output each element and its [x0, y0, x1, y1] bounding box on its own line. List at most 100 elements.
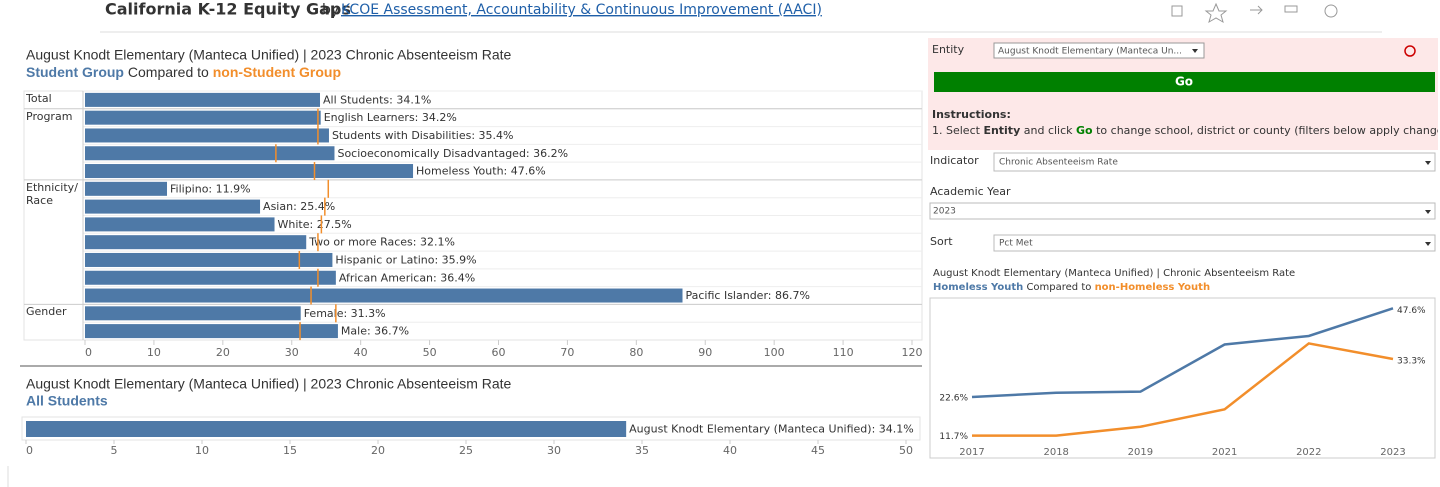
- bar: [85, 164, 414, 179]
- x-tick-label: 40: [354, 346, 368, 359]
- instructions-part: and click: [1020, 124, 1076, 137]
- indicator-value: Chronic Absenteeism Rate: [999, 158, 1118, 168]
- x-tick-label: 2021: [1212, 447, 1237, 458]
- x-tick-label: 80: [629, 346, 643, 359]
- entity-label: Entity: [932, 43, 965, 56]
- header-title: California K-12 Equity Gaps: [105, 0, 351, 19]
- x-tick-label: 5: [111, 444, 118, 457]
- bar: [85, 270, 336, 285]
- x-tick-label: 70: [560, 346, 574, 359]
- sort-dropdown[interactable]: [993, 234, 1436, 252]
- dropdown-arrow: [1192, 49, 1198, 53]
- bar: [85, 128, 329, 143]
- bar-label: Students with Disabilities: 35.4%: [332, 129, 514, 142]
- dropdown-arrow: [1425, 242, 1431, 246]
- x-tick-label: 15: [283, 444, 297, 457]
- bar-label: Homeless Youth: 47.6%: [416, 165, 546, 178]
- legend-entry: non-Homeless Youth: [1095, 282, 1211, 293]
- group-label-box: Program: [26, 109, 73, 123]
- bar: [85, 235, 307, 250]
- legend-entry: Student Group: [26, 64, 124, 80]
- point-label: 33.3%: [1397, 357, 1426, 367]
- x-tick-label: 120: [902, 346, 923, 359]
- sort-label: Sort: [930, 235, 953, 248]
- bar-label: Socioeconomically Disadvantaged: 36.2%: [337, 147, 568, 160]
- x-tick-label: 110: [833, 346, 854, 359]
- help-icon[interactable]: [1404, 45, 1416, 57]
- bar: [26, 421, 627, 437]
- chart-subtitle: Homeless Youth Compared to non-Homeless …: [933, 282, 1210, 293]
- bar: [85, 110, 321, 125]
- header-by: by: [322, 2, 339, 18]
- group-label: Gender: [26, 305, 67, 319]
- chart-subtitle: Student Group Compared to non-Student Gr…: [26, 64, 341, 80]
- bar-label: Hispanic or Latino: 35.9%: [335, 253, 476, 266]
- x-tick-label: 100: [764, 346, 785, 359]
- bar-label: August Knodt Elementary (Manteca Unified…: [629, 423, 914, 436]
- bar: [85, 146, 335, 161]
- bar: [85, 252, 333, 267]
- entity-dropdown[interactable]: [993, 42, 1205, 59]
- x-tick-label: 0: [26, 444, 33, 457]
- x-tick-label: 2017: [959, 447, 984, 458]
- chart-subtitle: All Students: [26, 393, 108, 409]
- legend-entry: Homeless Youth: [933, 282, 1023, 293]
- instructions-part: Go: [1076, 124, 1093, 137]
- instructions-part: to change school, district or county (fi…: [1093, 124, 1440, 137]
- bar-label: Female: 31.3%: [304, 307, 386, 320]
- bar: [85, 181, 168, 196]
- point-label: 47.6%: [1397, 306, 1426, 316]
- bar-label: Male: 36.7%: [341, 325, 409, 338]
- bar-label: All Students: 34.1%: [323, 93, 431, 106]
- x-tick-label: 60: [492, 346, 506, 359]
- instructions-part: Entity: [983, 124, 1020, 137]
- x-tick-label: 10: [147, 346, 161, 359]
- group-label: Program: [26, 109, 73, 123]
- x-tick-label: 30: [285, 346, 299, 359]
- x-tick-label: 30: [547, 444, 561, 457]
- year-value: 2023: [933, 207, 956, 217]
- bar-label: English Learners: 34.2%: [324, 111, 457, 124]
- x-tick-label: 2018: [1043, 447, 1068, 458]
- x-tick-label: 35: [635, 444, 649, 457]
- plot-frame: [929, 297, 1436, 459]
- group-label-box: Gender: [26, 305, 67, 319]
- point-label: 22.6%: [939, 393, 968, 403]
- x-tick-label: 20: [371, 444, 385, 457]
- year-dropdown[interactable]: [929, 202, 1436, 220]
- year-label: Academic Year: [930, 185, 1011, 198]
- entity-value: August Knodt Elementary (Manteca Un...: [998, 47, 1182, 57]
- x-tick-label: 40: [723, 444, 737, 457]
- x-tick-label: 20: [216, 346, 230, 359]
- go-label: Go: [1175, 75, 1193, 89]
- x-tick-label: 2022: [1296, 447, 1321, 458]
- bar-label: Asian: 25.4%: [263, 200, 335, 213]
- group-label-box: Total: [26, 92, 52, 105]
- sort-value: Pct Met: [999, 239, 1033, 249]
- bar-label: Two or more Races: 32.1%: [308, 236, 455, 249]
- group-label-box: Ethnicity/ Race: [26, 181, 78, 207]
- line-series: [971, 307, 1394, 399]
- indicator-label: Indicator: [930, 154, 979, 167]
- dropdown-arrow: [1425, 161, 1431, 165]
- instructions-part: 1. Select: [932, 124, 983, 137]
- indicator-dropdown[interactable]: [993, 152, 1436, 172]
- subtitle-text: Compared to: [128, 64, 209, 80]
- header-source[interactable]: KCOE Assessment, Accountability & Contin…: [341, 2, 822, 18]
- bar: [85, 92, 321, 107]
- x-tick-label: 2023: [1380, 447, 1405, 458]
- bar: [85, 324, 338, 339]
- chart-title: August Knodt Elementary (Manteca Unified…: [26, 376, 512, 392]
- line-series: [972, 342, 1394, 437]
- dropdown-arrow: [1425, 210, 1431, 214]
- bar-label: Filipino: 11.9%: [170, 182, 251, 195]
- point-label: 11.7%: [939, 432, 968, 442]
- chart-title: August Knodt Elementary (Manteca Unified…: [933, 268, 1295, 279]
- x-tick-label: 0: [85, 346, 92, 359]
- chart-title: August Knodt Elementary (Manteca Unified…: [26, 47, 512, 63]
- plot-frame: [21, 416, 921, 441]
- subtitle-text: Compared to: [1026, 282, 1091, 293]
- go-button[interactable]: [934, 72, 1435, 92]
- toolbar-icons[interactable]: [1171, 2, 1338, 24]
